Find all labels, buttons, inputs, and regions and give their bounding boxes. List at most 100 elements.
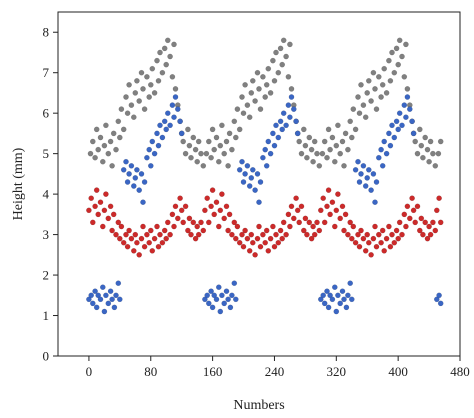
series-1-point — [227, 304, 234, 311]
series-2-point — [320, 195, 327, 201]
series-2-point — [362, 247, 369, 254]
series-0-point — [426, 158, 432, 165]
series-1-point — [154, 130, 160, 137]
series-1-point — [155, 142, 162, 149]
series-2-point — [314, 219, 320, 226]
series-0-point — [100, 158, 106, 165]
series-0-point — [271, 78, 278, 84]
series-0-point — [103, 122, 109, 129]
series-2-point — [132, 231, 139, 238]
series-2-point — [100, 223, 106, 230]
series-0-point — [90, 138, 96, 145]
series-2-point — [325, 187, 332, 193]
series-2-point — [231, 219, 238, 226]
series-0-point — [321, 138, 328, 145]
series-2-point — [267, 235, 274, 242]
series-1-point — [331, 284, 338, 291]
series-0-point — [319, 150, 326, 157]
series-2-point — [221, 215, 227, 222]
series-0-point — [381, 65, 388, 72]
series-0-point — [373, 106, 380, 112]
series-1-point — [103, 292, 109, 299]
series-0-point — [358, 82, 364, 88]
series-1-point — [260, 154, 266, 161]
series-0-point — [337, 150, 344, 157]
series-2-point — [302, 215, 309, 222]
series-1-point — [271, 142, 278, 149]
series-0-point — [395, 61, 402, 68]
series-2-point — [287, 223, 293, 230]
series-1-point — [169, 102, 176, 108]
series-2-point — [270, 223, 276, 230]
series-1-point — [229, 292, 235, 299]
series-2-point — [308, 235, 315, 242]
series-2-point — [373, 243, 380, 250]
series-2-point — [86, 207, 92, 214]
series-0-point — [273, 49, 279, 56]
series-1-point — [370, 171, 377, 177]
x-tick-label: 160 — [203, 364, 223, 379]
series-0-point — [186, 142, 193, 149]
series-0-point — [249, 78, 256, 84]
series-0-point — [393, 45, 400, 52]
series-0-point — [155, 78, 162, 84]
series-2-point — [436, 195, 442, 201]
series-0-point — [396, 37, 403, 44]
series-1-point — [433, 296, 440, 303]
series-1-point — [123, 158, 129, 165]
series-2-point — [360, 235, 367, 242]
series-0-point — [248, 90, 255, 96]
series-2-point — [141, 243, 148, 250]
series-2-point — [204, 195, 210, 201]
series-0-point — [327, 146, 333, 153]
series-0-point — [101, 142, 108, 149]
series-0-point — [262, 94, 269, 100]
series-2-point — [311, 231, 318, 238]
series-2-point — [368, 251, 374, 258]
series-2-point — [174, 215, 181, 222]
series-0-point — [203, 150, 210, 157]
series-2-point — [342, 211, 349, 218]
series-2-point — [379, 227, 386, 234]
series-1-point — [364, 175, 371, 181]
series-2-point — [364, 231, 371, 238]
series-1-point — [232, 296, 239, 303]
series-2-point — [437, 219, 444, 226]
y-tick-label: 5 — [43, 146, 50, 161]
series-1-point — [149, 138, 156, 145]
series-0-point — [219, 122, 225, 129]
series-0-point — [195, 138, 202, 145]
series-2-point — [416, 227, 423, 234]
series-2-point — [324, 203, 330, 210]
series-2-point — [124, 243, 131, 250]
x-tick-label: 320 — [327, 364, 347, 379]
series-2-point — [226, 211, 233, 218]
series-1-point — [86, 296, 92, 303]
series-0-point — [95, 146, 101, 153]
series-0-point — [149, 65, 156, 72]
series-1-point — [277, 118, 284, 125]
series-0-point — [263, 82, 270, 88]
series-0-point — [124, 110, 131, 116]
series-1-point — [265, 138, 272, 145]
series-2-point — [358, 227, 364, 234]
y-tick-label: 0 — [43, 349, 50, 364]
series-1-point — [410, 130, 417, 137]
series-1-point — [97, 296, 104, 303]
series-0-point — [229, 146, 235, 153]
series-2-point — [157, 231, 163, 238]
series-1-point — [275, 134, 282, 141]
series-0-point — [403, 41, 409, 48]
series-2-point — [331, 223, 338, 230]
series-0-point — [418, 142, 425, 149]
series-2-point — [103, 191, 109, 197]
series-1-point — [95, 292, 101, 299]
series-2-point — [347, 219, 354, 226]
series-0-point — [308, 146, 315, 153]
series-2-point — [110, 211, 117, 218]
series-2-point — [115, 219, 122, 226]
series-2-point — [205, 219, 212, 226]
series-2-point — [88, 195, 94, 201]
series-1-point — [327, 292, 333, 299]
series-0-point — [87, 150, 94, 157]
